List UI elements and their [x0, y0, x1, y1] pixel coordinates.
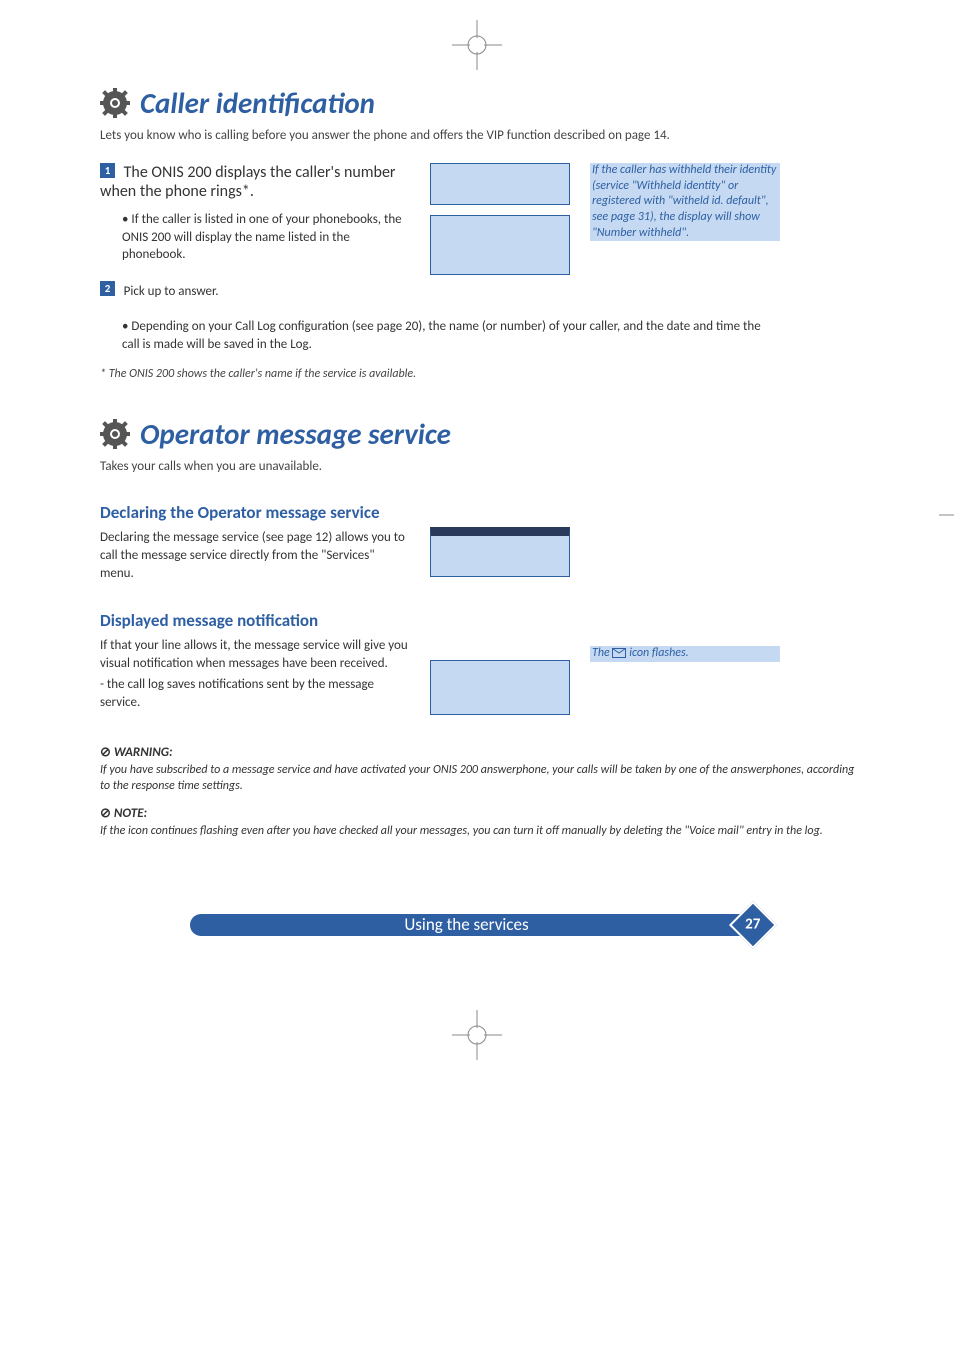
section-title: Caller identification	[140, 85, 375, 121]
display-screen	[430, 163, 570, 205]
side-note: If the caller has withheld their identit…	[590, 163, 780, 241]
section-title: Operator message service	[140, 416, 451, 452]
section-intro: Lets you know who is calling before you …	[100, 127, 859, 145]
note-label: NOTE:	[100, 806, 859, 821]
page-number-badge: 27	[728, 901, 776, 949]
body-text: Declaring the message service (see page …	[100, 529, 410, 582]
crop-mark-icon	[452, 1010, 502, 1060]
display-screen	[430, 527, 570, 577]
display-screen	[430, 215, 570, 275]
side-note: The icon flashes.	[590, 646, 780, 662]
mail-icon	[612, 648, 626, 658]
crop-mark-icon	[939, 490, 954, 540]
body-text: If that your line allows it, the message…	[100, 637, 410, 672]
warning-text: If you have subscribed to a message serv…	[100, 762, 859, 794]
page-number: 27	[745, 916, 760, 934]
gear-icon	[100, 88, 130, 118]
step-bullet: Depending on your Call Log configuration…	[122, 318, 762, 353]
step-number: 1	[100, 163, 115, 178]
subsection-title: Displayed message notification	[100, 610, 410, 631]
crop-mark-icon	[452, 20, 502, 70]
footer-chapter: Using the services	[190, 914, 744, 936]
section-intro: Takes your calls when you are unavailabl…	[100, 458, 859, 476]
body-bullet: - the call log saves notifications sent …	[100, 676, 410, 711]
note-text: If the icon continues flashing even afte…	[100, 823, 859, 839]
step-number: 2	[100, 281, 115, 296]
step-text: Pick up to answer.	[124, 284, 219, 299]
gear-icon	[100, 419, 130, 449]
step-text: The ONIS 200 displays the caller's numbe…	[100, 163, 396, 201]
step-bullet: If the caller is listed in one of your p…	[122, 211, 410, 264]
subsection-title: Declaring the Operator message service	[100, 502, 410, 523]
footnote: * The ONIS 200 shows the caller's name i…	[100, 367, 859, 381]
warning-label: WARNING:	[100, 745, 859, 760]
display-screen	[430, 660, 570, 715]
